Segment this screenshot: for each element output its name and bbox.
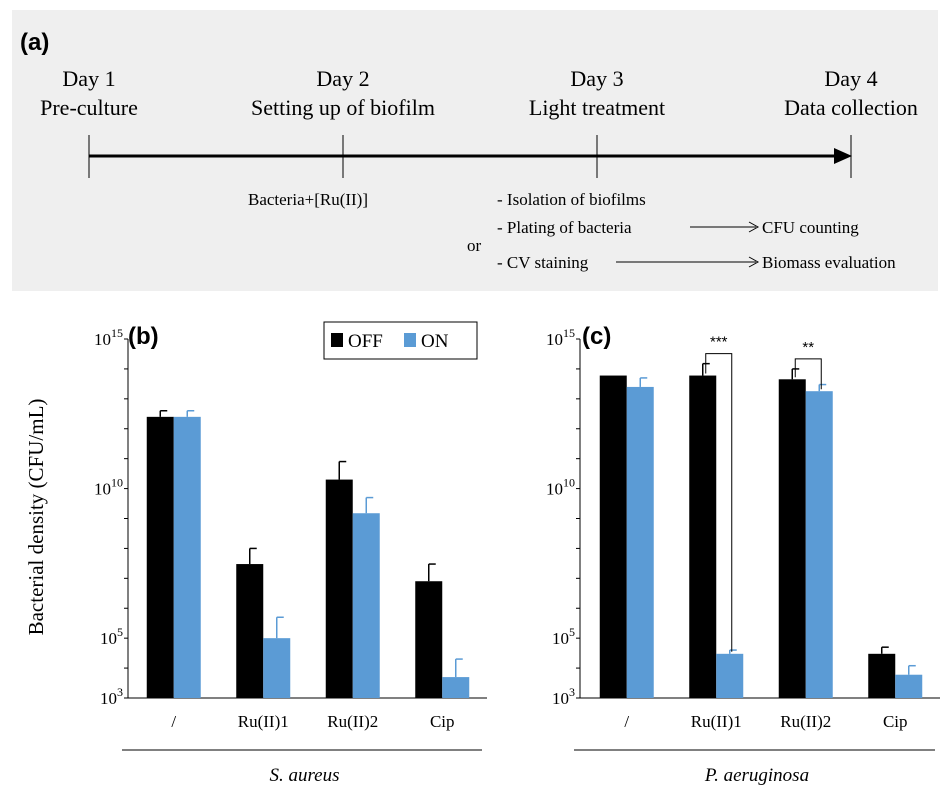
significance-label: *** [710,334,728,351]
bar-on- [173,416,201,698]
day1-label: Day 1 [62,66,115,91]
x-category-label: Ru(II)1 [691,712,742,731]
x-category-label: Cip [430,712,455,731]
day4-label: Day 4 [824,66,877,91]
bar-off- [146,416,174,698]
y-tick-label: 1010 [546,476,575,499]
bar-on-Cip [895,674,923,698]
day3-task: Light treatment [529,95,665,120]
panel-label-b: (b) [128,323,159,350]
significance-label: ** [802,339,814,356]
bar-on-Cip [442,677,470,698]
x-category-label: / [624,712,629,731]
day2-task: Setting up of biofilm [251,95,435,120]
timeline-arrowhead [834,148,852,164]
bar-off-Cip [868,653,896,698]
bar-off- [599,375,627,698]
x-category-label: / [171,712,176,731]
note-isolation: - Isolation of biofilms [497,190,646,209]
panel-label-c: (c) [582,323,611,350]
bar-off-RuII2 [325,479,353,698]
significance-bracket [705,353,733,652]
legend-swatch-on [404,333,416,347]
bar-on-RuII2 [352,513,380,698]
y-tick-label: 1010 [94,476,123,499]
day1-task: Pre-culture [40,95,138,120]
day2-label: Day 2 [316,66,369,91]
y-tick-label: 103 [552,685,575,708]
y-tick-label: 103 [100,685,123,708]
bar-off-Cip [415,581,443,698]
timeline-panel [12,10,938,291]
day4-task: Data collection [784,95,918,120]
panel-label-a: (a) [20,29,49,56]
significance-bracket [794,358,822,390]
y-tick-label: 1015 [94,326,123,349]
arrow-cv-head [748,256,760,268]
legend: OFF ON [323,321,478,360]
note-cv: - CV staining [497,253,589,272]
bar-on-RuII1 [716,653,744,698]
x-category-label: Ru(II)1 [238,712,289,731]
bar-on-RuII1 [263,638,291,698]
day3-label: Day 3 [570,66,623,91]
note-biomass: Biomass evaluation [762,253,896,272]
y-tick-label: 105 [100,625,123,648]
x-category-label: Ru(II)2 [780,712,831,731]
chart-staph-aureus: (b)1015 1010 105 103 / Ru(II)1 Ru(II)2 Cip S. au… [94,323,487,786]
species-label: P. aeruginosa [704,765,809,786]
y-tick-label: 105 [552,625,575,648]
x-category-label: Cip [883,712,908,731]
note-cfu: CFU counting [762,218,859,237]
legend-swatch-off [331,333,343,347]
legend-label-off: OFF [348,331,383,352]
y-axis-title: Bacterial density (CFU/mL) [24,399,48,636]
bar-off-RuII2 [778,379,806,698]
note-or: or [467,236,482,255]
x-category-label: Ru(II)2 [327,712,378,731]
legend-box [323,321,478,360]
timeline: (a) Day 1 Pre-culture Day 2 Setting up o… [20,29,918,272]
bar-on-RuII2 [805,391,833,698]
legend-label-on: ON [421,331,449,352]
day2-note: Bacteria+[Ru(II)] [248,190,368,209]
arrow-plating-head [748,221,760,233]
y-tick-label: 1015 [546,326,575,349]
bar-on- [626,386,654,698]
bar-off-RuII1 [689,375,717,698]
bar-off-RuII1 [236,564,264,698]
species-label: S. aureus [269,765,339,786]
note-plating: - Plating of bacteria [497,218,632,237]
